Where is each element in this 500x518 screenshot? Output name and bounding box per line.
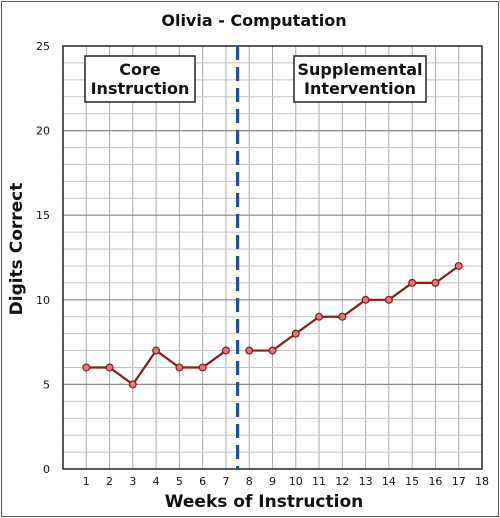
data-point (198, 363, 207, 372)
y-tick-label: 20 (36, 125, 50, 138)
y-tick-label: 15 (36, 209, 50, 222)
phase-label-box (84, 55, 196, 103)
data-point (82, 363, 91, 372)
data-series (82, 261, 463, 389)
data-point (268, 346, 277, 355)
plot-border (62, 45, 483, 470)
data-point (152, 346, 161, 355)
y-axis-ticks: 0 5 10 15 20 25 (36, 40, 50, 476)
x-tick-label: 12 (335, 475, 349, 488)
data-point (291, 329, 300, 338)
x-tick-label: 11 (312, 475, 326, 488)
x-tick-label: 15 (405, 475, 419, 488)
x-tick-label: 4 (153, 475, 160, 488)
x-tick-label: 18 (475, 475, 489, 488)
data-point (315, 312, 324, 321)
y-tick-label: 10 (36, 294, 50, 307)
data-point (361, 295, 370, 304)
x-tick-label: 13 (359, 475, 373, 488)
data-point (408, 278, 417, 287)
phase-label-text: Core (119, 60, 161, 79)
x-axis-title: Weeks of Instruction (165, 492, 364, 512)
y-tick-label: 5 (43, 378, 50, 391)
x-tick-label: 17 (452, 475, 466, 488)
x-tick-label: 3 (129, 475, 136, 488)
x-tick-label: 5 (176, 475, 183, 488)
phase-label-text: Instruction (91, 79, 190, 98)
data-point (454, 261, 463, 270)
x-tick-label: 8 (246, 475, 253, 488)
data-point (175, 363, 184, 372)
data-point (221, 346, 230, 355)
phase-label-text: Supplemental (298, 60, 423, 79)
phase-label-text: Intervention (304, 79, 416, 98)
y-tick-label: 25 (36, 40, 50, 53)
y-axis-title: Digits Correct (7, 183, 27, 316)
x-tick-label: 16 (428, 475, 442, 488)
y-tick-label: 0 (43, 463, 50, 476)
data-point (105, 363, 114, 372)
phase-label-box (293, 55, 427, 103)
x-axis-ticks: 1 2 3 4 5 6 7 8 9 10 11 12 13 14 15 16 17 18 (83, 475, 489, 488)
x-tick-label: 2 (106, 475, 113, 488)
x-tick-label: 14 (382, 475, 396, 488)
x-tick-label: 9 (269, 475, 276, 488)
x-tick-label: 10 (289, 475, 303, 488)
data-point (384, 295, 393, 304)
chart-title: Olivia - Computation (161, 11, 346, 30)
series-line (249, 265, 460, 352)
x-tick-label: 6 (199, 475, 206, 488)
data-point (245, 346, 254, 355)
data-point (338, 312, 347, 321)
x-tick-label: 7 (222, 475, 229, 488)
data-point (431, 278, 440, 287)
x-tick-label: 1 (83, 475, 90, 488)
grid (63, 46, 482, 469)
data-point (128, 380, 137, 389)
